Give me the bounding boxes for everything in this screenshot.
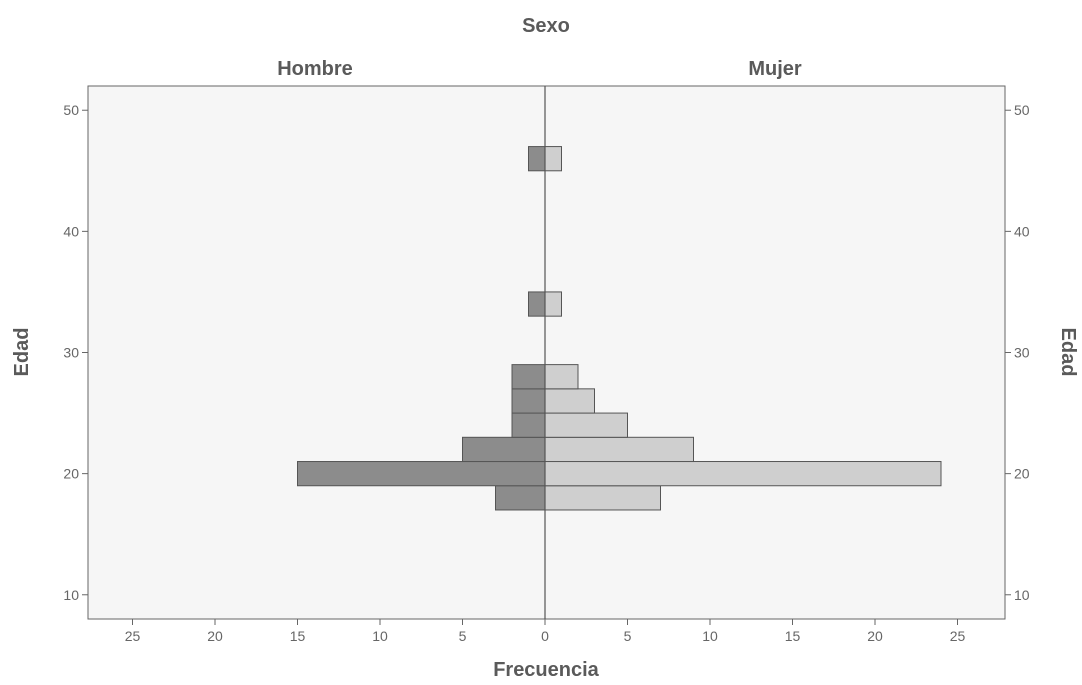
y-axis-label-right: Edad [1057, 328, 1079, 377]
bar-mujer-25-27 [544, 388, 595, 414]
y-tick-label-right: 30 [1014, 345, 1030, 361]
bar-hombre-27-29 [511, 364, 546, 390]
bar-mujer-27-29 [544, 364, 579, 390]
x-tick-label: 20 [867, 628, 883, 644]
y-ticks-right: 10 20 30 40 50 [1005, 102, 1030, 603]
bar-mujer-19-21 [544, 461, 942, 487]
bar-mujer-21-23 [544, 436, 694, 463]
y-tick-label-left: 40 [63, 223, 79, 239]
x-tick-label: 10 [372, 628, 388, 644]
bar-hombre-25-27 [511, 388, 546, 414]
x-axis-label: Frecuencia [493, 659, 599, 680]
x-tick-label: 5 [459, 628, 467, 644]
y-tick-label-left: 30 [63, 345, 79, 361]
bar-mujer-33-35 [544, 291, 562, 317]
x-ticks: 25 20 15 10 5 0 5 10 15 20 25 [125, 619, 966, 644]
y-ticks-left: 10 20 30 40 50 [63, 102, 88, 603]
bar-hombre-45-47 [528, 146, 546, 172]
bar-hombre-23-25 [511, 412, 546, 438]
y-tick-label-left: 20 [63, 466, 79, 482]
x-tick-label: 5 [624, 628, 632, 644]
bars-group [297, 146, 942, 511]
y-axis-label-left: Edad [11, 328, 33, 377]
bar-mujer-23-25 [544, 412, 628, 438]
x-tick-label: 25 [125, 628, 141, 644]
panel-label-hombre: Hombre [277, 58, 353, 80]
bar-hombre-17-19 [495, 485, 546, 511]
panel-label-mujer: Mujer [748, 58, 802, 80]
y-tick-label-right: 10 [1014, 587, 1030, 603]
bar-mujer-17-19 [544, 485, 661, 511]
x-tick-label: 0 [541, 628, 549, 644]
x-tick-label: 15 [290, 628, 306, 644]
chart-title: Sexo [522, 15, 570, 37]
plot-area [87, 85, 1006, 620]
x-tick-label: 15 [785, 628, 801, 644]
y-tick-label-right: 50 [1014, 102, 1030, 118]
bar-hombre-19-21 [297, 461, 546, 487]
x-tick-label: 10 [702, 628, 718, 644]
bar-mujer-45-47 [544, 146, 562, 172]
bar-hombre-21-23 [462, 436, 546, 463]
x-tick-label: 25 [950, 628, 966, 644]
y-tick-label-left: 50 [63, 102, 79, 118]
y-tick-label-left: 10 [63, 587, 79, 603]
y-tick-label-right: 20 [1014, 466, 1030, 482]
bar-hombre-33-35 [528, 291, 546, 317]
y-tick-label-right: 40 [1014, 223, 1030, 239]
x-tick-label: 20 [207, 628, 223, 644]
